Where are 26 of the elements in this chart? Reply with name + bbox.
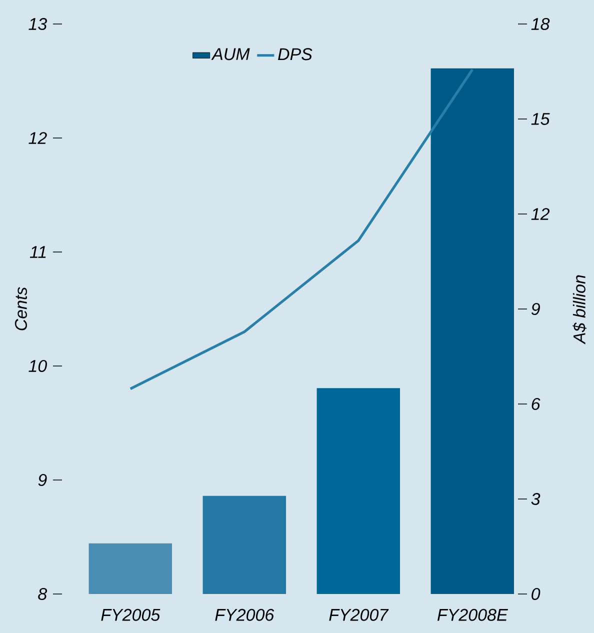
y-tick-label: 9	[38, 474, 47, 486]
y-tick-label: 11	[30, 246, 46, 258]
y-tick-label: 13	[28, 18, 47, 30]
bar	[88, 543, 172, 594]
y-axis-title: Cents	[14, 287, 27, 330]
y2-tick-label: 9	[531, 302, 540, 316]
y2-tick-label: 3	[531, 492, 540, 506]
legend-label: DPS	[278, 48, 312, 60]
y2-tick-label: 0	[532, 588, 540, 600]
y2-tick-label: 15	[531, 113, 550, 125]
y2-axis-title: A$ billion	[572, 275, 586, 344]
x-tick-label: FY2006	[215, 608, 274, 621]
x-tick-label: FY2008E	[437, 608, 508, 621]
line-series	[129, 68, 474, 390]
x-tick-label: FY2007	[329, 608, 389, 621]
y-tick-label: 12	[28, 132, 47, 144]
y2-tick-label: 18	[531, 18, 550, 30]
bar	[316, 388, 400, 594]
y2-tick-label: 12	[531, 208, 550, 220]
bar	[202, 496, 286, 594]
y2-tick-label: 6	[532, 398, 540, 410]
y-tick-label: 10	[28, 360, 47, 372]
legend-label: AUM	[211, 48, 250, 60]
y-tick-label: 8	[38, 588, 48, 600]
bar	[430, 68, 514, 594]
x-tick-label: FY2005	[101, 608, 160, 621]
